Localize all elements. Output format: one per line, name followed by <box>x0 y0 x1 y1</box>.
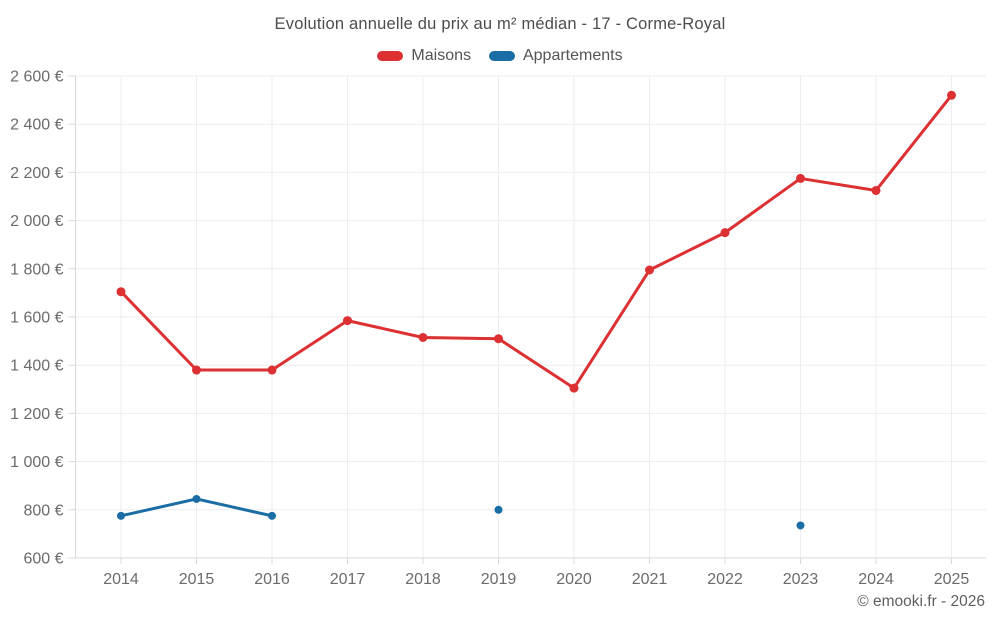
x-tick-label: 2017 <box>330 571 366 588</box>
data-point-maisons-2020[interactable] <box>569 383 579 393</box>
data-point-appartements-2015[interactable] <box>192 494 201 503</box>
y-tick-label: 1 400 € <box>10 358 63 375</box>
data-point-maisons-2021[interactable] <box>645 265 654 275</box>
y-tick-label: 2 000 € <box>10 213 63 230</box>
data-point-maisons-2025[interactable] <box>947 90 956 100</box>
y-tick-label: 1 600 € <box>10 310 63 327</box>
y-tick-label: 1 000 € <box>10 454 63 471</box>
y-tick-label: 800 € <box>23 502 63 519</box>
legend-item-appartements[interactable]: Appartements <box>488 47 623 65</box>
y-tick-label: 600 € <box>23 551 63 568</box>
data-point-maisons-2015[interactable] <box>192 365 201 375</box>
legend-label-appartements: Appartements <box>522 47 623 64</box>
tick-labels: 600 € 800 € 1 000 € 1 200 € 1 400 € 1 600 € 1 … <box>10 69 969 589</box>
x-tick-label: 2020 <box>556 571 592 588</box>
x-tick-label: 2021 <box>632 571 668 588</box>
series-line-maisons <box>119 93 953 390</box>
appartements-series-swatch <box>488 51 515 61</box>
data-point-maisons-2017[interactable] <box>343 316 352 326</box>
data-point-appartements-2023[interactable] <box>796 521 805 530</box>
y-tick-label: 1 800 € <box>10 261 63 278</box>
data-point-appartements-2019[interactable] <box>494 505 503 514</box>
series-appartements <box>117 494 805 530</box>
y-tick-label: 2 600 € <box>10 69 63 86</box>
x-tick-label: 2024 <box>858 571 894 588</box>
x-tick-label: 2025 <box>934 571 970 588</box>
x-tick-label: 2019 <box>481 571 517 588</box>
y-tick-label: 1 200 € <box>10 406 63 423</box>
legend-label-maisons: Maisons <box>411 47 471 64</box>
x-tick-label: 2014 <box>103 571 139 588</box>
data-point-maisons-2014[interactable] <box>116 287 126 297</box>
maisons-series-swatch <box>377 51 404 61</box>
y-tick-label: 2 400 € <box>10 117 63 134</box>
data-point-appartements-2014[interactable] <box>117 511 125 520</box>
gridlines <box>75 75 986 559</box>
data-point-maisons-2023[interactable] <box>796 173 805 183</box>
series <box>116 90 956 530</box>
x-tick-label: 2018 <box>405 571 441 588</box>
legend-item-maisons[interactable]: Maisons <box>377 47 471 65</box>
legend: Maisons Appartements <box>0 46 1000 66</box>
y-tick-label: 2 200 € <box>10 165 63 182</box>
x-tick-label: 2022 <box>707 571 743 588</box>
x-tick-label: 2015 <box>179 571 215 588</box>
series-maisons <box>116 90 956 393</box>
x-tick-label: 2023 <box>783 571 819 588</box>
data-point-maisons-2018[interactable] <box>418 332 428 342</box>
data-point-maisons-2022[interactable] <box>720 228 730 238</box>
axes <box>68 75 986 564</box>
data-point-appartements-2016[interactable] <box>268 511 276 520</box>
copyright-credit: © emooki.fr - 2026 <box>857 593 985 610</box>
data-point-maisons-2019[interactable] <box>494 334 503 344</box>
x-tick-label: 2016 <box>254 571 290 588</box>
chart-title: Evolution annuelle du prix au m² médian … <box>274 15 726 33</box>
data-point-maisons-2024[interactable] <box>871 185 881 195</box>
data-point-maisons-2016[interactable] <box>267 365 277 375</box>
